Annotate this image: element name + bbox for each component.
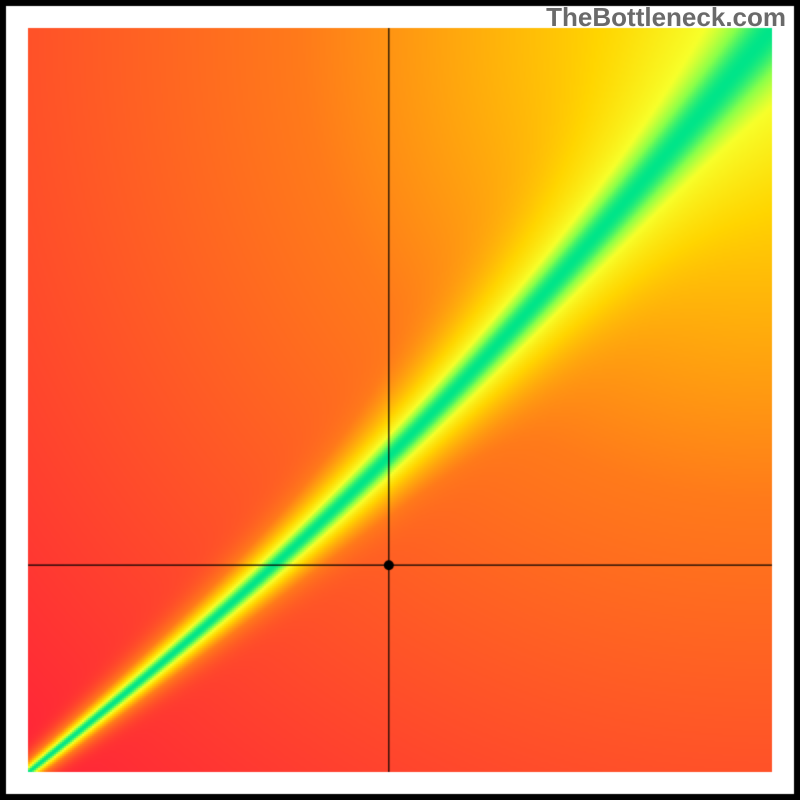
chart-container: TheBottleneck.com [0,0,800,800]
bottleneck-heatmap [0,0,800,800]
watermark-text: TheBottleneck.com [546,2,786,33]
